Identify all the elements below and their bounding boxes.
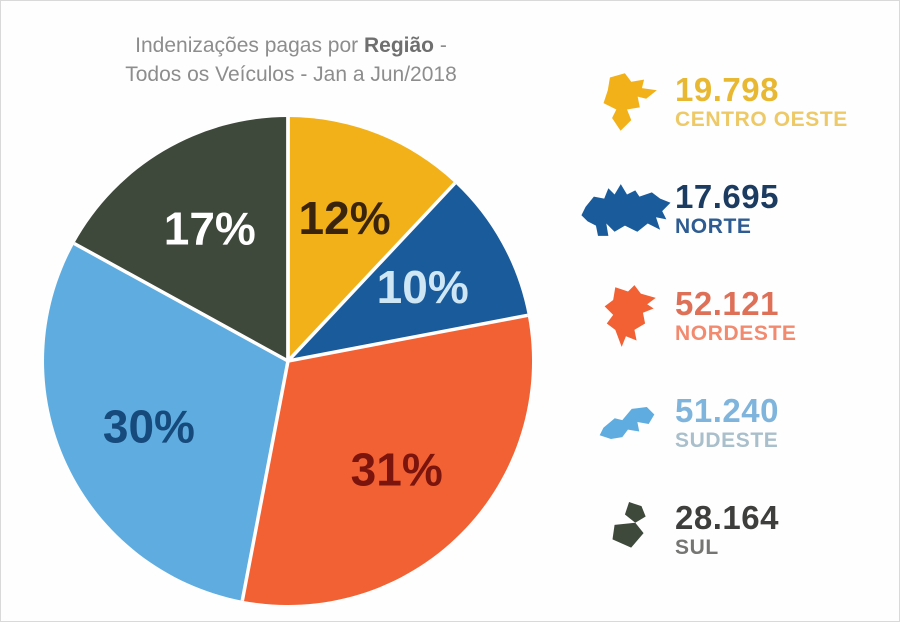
legend-value-centro-oeste: 19.798	[675, 70, 779, 108]
chart-title: Indenizações pagas por Região - Todos os…	[56, 31, 526, 90]
pie-slice-separator	[287, 313, 529, 363]
chart-title-line1-bold: Região	[363, 34, 434, 57]
legend-value-sudeste: 51.240	[675, 391, 779, 429]
pie-chart: 12% 10% 31% 30% 17%	[38, 111, 538, 611]
pie-slice-norte	[288, 183, 528, 361]
legend-label-nordeste: NORDESTE	[675, 322, 797, 346]
pie-slice-separator	[73, 241, 289, 363]
pie-percent-label-nordeste: 31%	[351, 444, 443, 496]
nordeste-map-icon	[579, 283, 675, 349]
pie-percent-label-centro-oeste: 12%	[299, 192, 391, 244]
legend-item-sul: 28.164 SUL	[579, 493, 899, 567]
pie-slice-sudeste	[44, 243, 288, 601]
legend-label-centro-oeste: CENTRO OESTE	[675, 108, 848, 132]
legend: 19.798 CENTRO OESTE 17.695 NORTE	[579, 65, 899, 600]
pie-percent-label-norte: 10%	[377, 261, 469, 313]
sudeste-map-icon	[579, 400, 675, 446]
legend-value-norte: 17.695	[675, 177, 779, 215]
legend-item-sudeste: 51.240 SUDESTE	[579, 386, 899, 460]
chart-title-line2: Todos os Veículos - Jan a Jun/2018	[125, 63, 457, 87]
legend-value-nordeste: 52.121	[675, 284, 779, 322]
pie-percent-label-sudeste: 30%	[103, 401, 195, 453]
pie-percent-label-sul: 17%	[164, 203, 256, 255]
sul-map-icon	[579, 499, 675, 561]
norte-map-icon	[579, 180, 675, 238]
chart-title-line1-prefix: Indenizações pagas por	[135, 34, 364, 57]
pie-slice-separator	[240, 360, 290, 602]
centro-oeste-map-icon	[579, 71, 675, 133]
legend-item-nordeste: 52.121 NORDESTE	[579, 279, 899, 353]
legend-item-norte: 17.695 NORTE	[579, 172, 899, 246]
legend-label-sudeste: SUDESTE	[675, 429, 779, 453]
pie-slice-sul	[74, 117, 288, 361]
legend-label-sul: SUL	[675, 536, 719, 560]
pie-slice-nordeste	[242, 315, 533, 606]
legend-item-centro-oeste: 19.798 CENTRO OESTE	[579, 65, 899, 139]
pie-slice-separator	[286, 181, 457, 363]
legend-label-norte: NORTE	[675, 215, 752, 239]
chart-title-line1-suffix: -	[434, 34, 447, 57]
legend-value-sul: 28.164	[675, 498, 779, 536]
pie-chart-svg: 12% 10% 31% 30% 17%	[44, 117, 533, 606]
pie-slice-centro-oeste	[288, 117, 455, 361]
